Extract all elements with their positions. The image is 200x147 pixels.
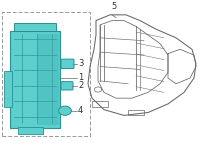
Bar bbox=[38, 34, 59, 125]
FancyBboxPatch shape bbox=[61, 82, 73, 90]
Text: 2: 2 bbox=[78, 81, 83, 90]
FancyBboxPatch shape bbox=[61, 59, 74, 69]
Text: 4: 4 bbox=[78, 106, 83, 115]
Circle shape bbox=[59, 106, 71, 115]
Bar bbox=[14, 24, 56, 31]
Bar bbox=[4, 71, 12, 107]
Text: 5: 5 bbox=[111, 1, 117, 11]
Bar bbox=[2, 12, 90, 136]
Bar bbox=[18, 127, 43, 134]
Text: 1: 1 bbox=[78, 73, 83, 82]
Bar bbox=[92, 101, 108, 107]
Bar bbox=[128, 110, 144, 115]
Bar bbox=[10, 31, 60, 128]
Text: 3: 3 bbox=[78, 59, 83, 68]
